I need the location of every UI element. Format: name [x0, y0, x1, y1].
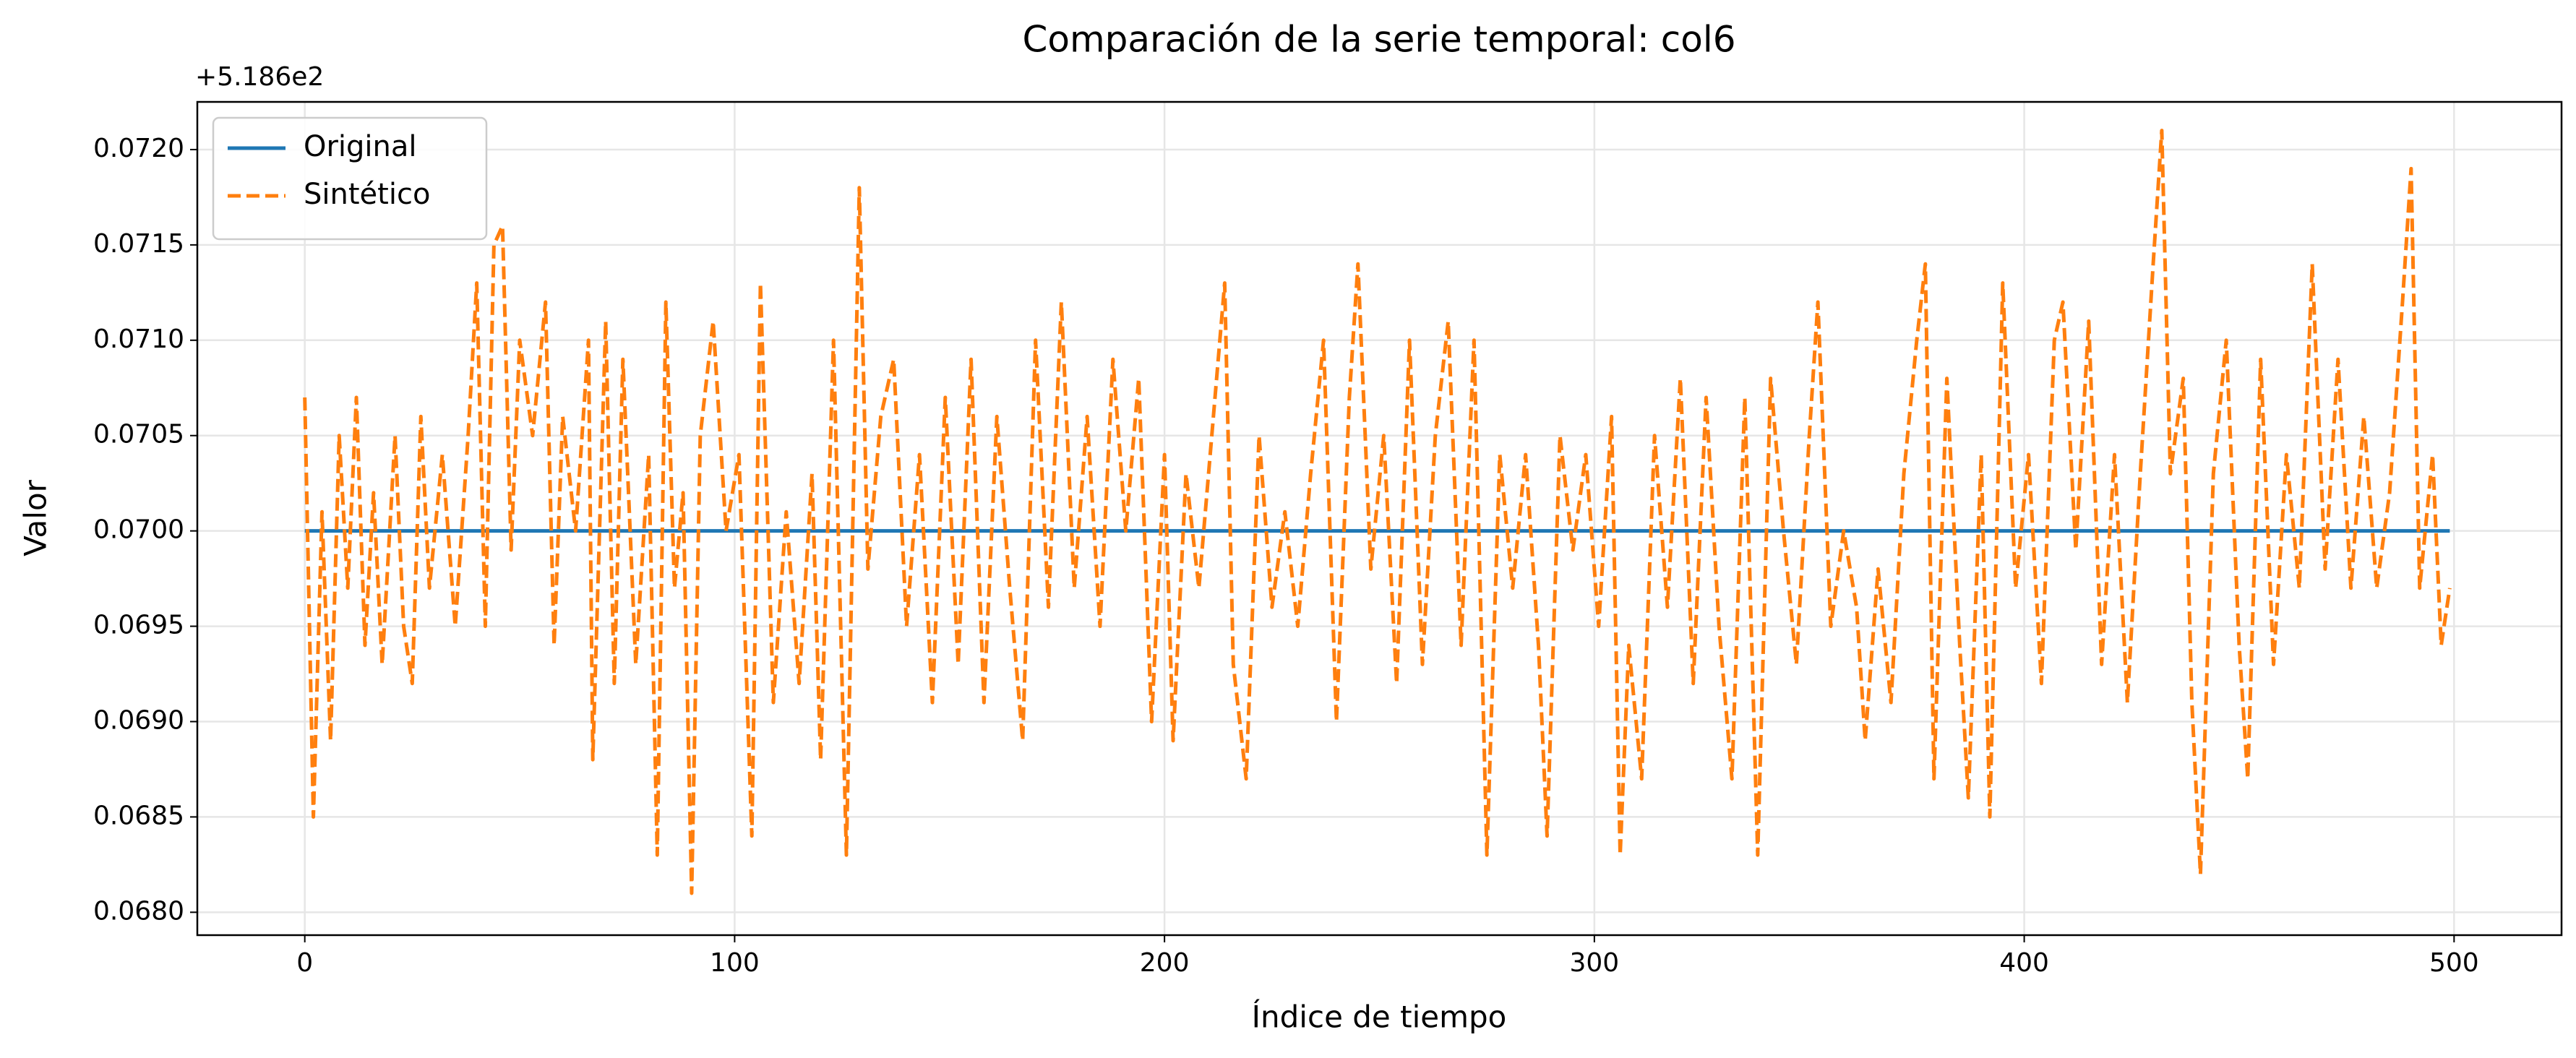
x-tick-label: 100 — [710, 948, 760, 978]
y-tick-label: 0.0690 — [93, 705, 184, 735]
x-tick-label: 0 — [296, 948, 313, 978]
x-tick-label: 300 — [1570, 948, 1620, 978]
y-tick-label: 0.0705 — [93, 420, 184, 450]
series-line — [303, 129, 2452, 895]
y-tick-label: 0.0700 — [93, 515, 184, 545]
x-tick-label: 400 — [1999, 948, 2049, 978]
y-tick-label: 0.0715 — [93, 229, 184, 259]
legend-label: Original — [304, 130, 417, 163]
x-tick-label: 500 — [2429, 948, 2479, 978]
chart-title: Comparación de la serie temporal: col6 — [1022, 19, 1735, 61]
y-tick-label: 0.0710 — [93, 324, 184, 354]
y-tick-label: 0.0685 — [93, 801, 184, 830]
legend-label: Sintético — [304, 178, 430, 211]
y-tick-label: 0.0720 — [93, 134, 184, 163]
y-tick-label: 0.0680 — [93, 896, 184, 926]
y-offset-label: +5.186e2 — [195, 62, 324, 92]
plot-frame — [196, 100, 2563, 937]
x-tick-label: 200 — [1140, 948, 1190, 978]
y-axis-label: Valor — [18, 479, 53, 556]
y-tick-label: 0.0695 — [93, 611, 184, 640]
x-axis-label: Índice de tiempo — [1252, 999, 1507, 1035]
